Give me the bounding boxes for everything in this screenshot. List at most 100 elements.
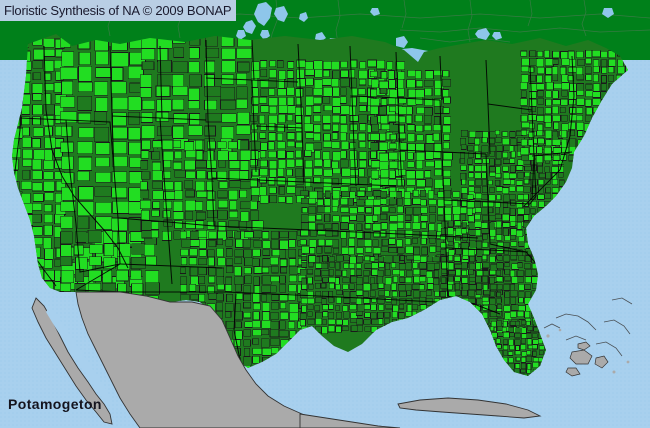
county-cell xyxy=(537,98,545,105)
county-cell xyxy=(502,362,508,369)
county-cell xyxy=(516,215,524,222)
county-cell xyxy=(491,380,497,386)
county-cell xyxy=(518,297,524,304)
county-cell xyxy=(320,283,327,289)
county-cell xyxy=(434,106,445,114)
county-cell xyxy=(448,305,455,313)
county-cell xyxy=(482,262,490,269)
county-cell xyxy=(601,131,608,139)
county-cell xyxy=(416,134,424,141)
county-cell xyxy=(481,151,489,158)
county-cell xyxy=(406,179,416,186)
county-cell xyxy=(509,387,513,392)
county-cell xyxy=(609,106,616,114)
county-cell xyxy=(315,297,322,303)
county-cell xyxy=(172,61,188,74)
county-cell xyxy=(528,400,534,406)
county-cell xyxy=(427,312,435,320)
county-cell xyxy=(560,129,568,139)
county-cell xyxy=(261,338,270,348)
region-yucatan xyxy=(299,413,401,428)
county-cell xyxy=(539,311,545,320)
county-cell xyxy=(343,297,350,304)
county-cell xyxy=(286,86,295,96)
county-cell xyxy=(377,269,384,277)
county-cell xyxy=(419,296,427,305)
county-cell xyxy=(389,161,399,169)
county-cell xyxy=(428,230,437,239)
county-cell xyxy=(551,138,561,146)
county-cell xyxy=(475,317,481,324)
county-cell xyxy=(279,249,286,259)
county-cell xyxy=(373,190,382,197)
county-cell xyxy=(532,305,539,312)
county-cell xyxy=(448,298,455,305)
county-cell xyxy=(538,318,546,325)
county-cell xyxy=(207,256,215,267)
county-cell xyxy=(268,97,278,106)
county-cell xyxy=(324,246,332,254)
county-cell xyxy=(369,256,375,262)
county-cell xyxy=(43,171,54,180)
county-cell xyxy=(350,318,358,324)
county-cell xyxy=(454,283,460,290)
county-cell xyxy=(538,305,545,313)
county-cell xyxy=(55,181,66,192)
county-cell xyxy=(483,325,489,332)
county-cell xyxy=(397,247,405,254)
county-cell xyxy=(412,324,420,330)
county-cell xyxy=(307,304,314,311)
county-cell xyxy=(12,258,23,267)
county-cell xyxy=(329,261,335,268)
county-cell xyxy=(441,311,449,318)
county-cell xyxy=(404,238,412,245)
county-cell xyxy=(425,151,434,160)
county-cell xyxy=(427,283,434,290)
county-cell xyxy=(545,98,552,107)
county-cell xyxy=(514,332,521,339)
county-cell xyxy=(514,339,521,346)
county-cell xyxy=(373,206,381,215)
county-cell xyxy=(363,239,372,247)
county-cell xyxy=(448,249,455,256)
county-cell xyxy=(396,191,403,200)
county-cell xyxy=(448,241,454,247)
county-cell xyxy=(585,145,592,152)
county-cell xyxy=(112,156,128,167)
county-cell xyxy=(218,160,226,168)
county-cell xyxy=(31,170,43,180)
county-cell xyxy=(488,194,496,202)
county-cell xyxy=(425,178,433,188)
county-cell xyxy=(502,357,508,363)
county-cell xyxy=(271,374,281,376)
county-cell xyxy=(520,106,530,114)
county-cell xyxy=(551,201,557,207)
county-cell xyxy=(358,69,368,80)
county-cell xyxy=(468,318,474,326)
county-cell xyxy=(515,398,520,403)
county-cell xyxy=(529,146,537,154)
county-cell xyxy=(157,59,172,73)
county-cell xyxy=(491,339,496,344)
county-cell xyxy=(307,268,313,275)
county-cell xyxy=(537,222,546,228)
county-cell xyxy=(440,318,447,324)
county-cell xyxy=(349,150,358,161)
county-cell xyxy=(348,263,356,269)
county-cell xyxy=(288,375,297,376)
county-cell xyxy=(208,266,216,276)
county-cell xyxy=(32,104,43,115)
county-cell xyxy=(252,302,261,311)
county-cell xyxy=(332,87,340,97)
county-cell xyxy=(377,312,384,319)
county-cell xyxy=(545,58,554,67)
county-cell xyxy=(398,151,406,161)
county-cell xyxy=(243,293,252,301)
county-cell xyxy=(475,262,482,270)
county-cell xyxy=(12,203,18,214)
county-cell xyxy=(443,141,450,150)
county-cell xyxy=(530,222,536,229)
county-cell xyxy=(462,304,468,310)
county-cell xyxy=(356,190,366,197)
county-cell xyxy=(424,97,434,106)
